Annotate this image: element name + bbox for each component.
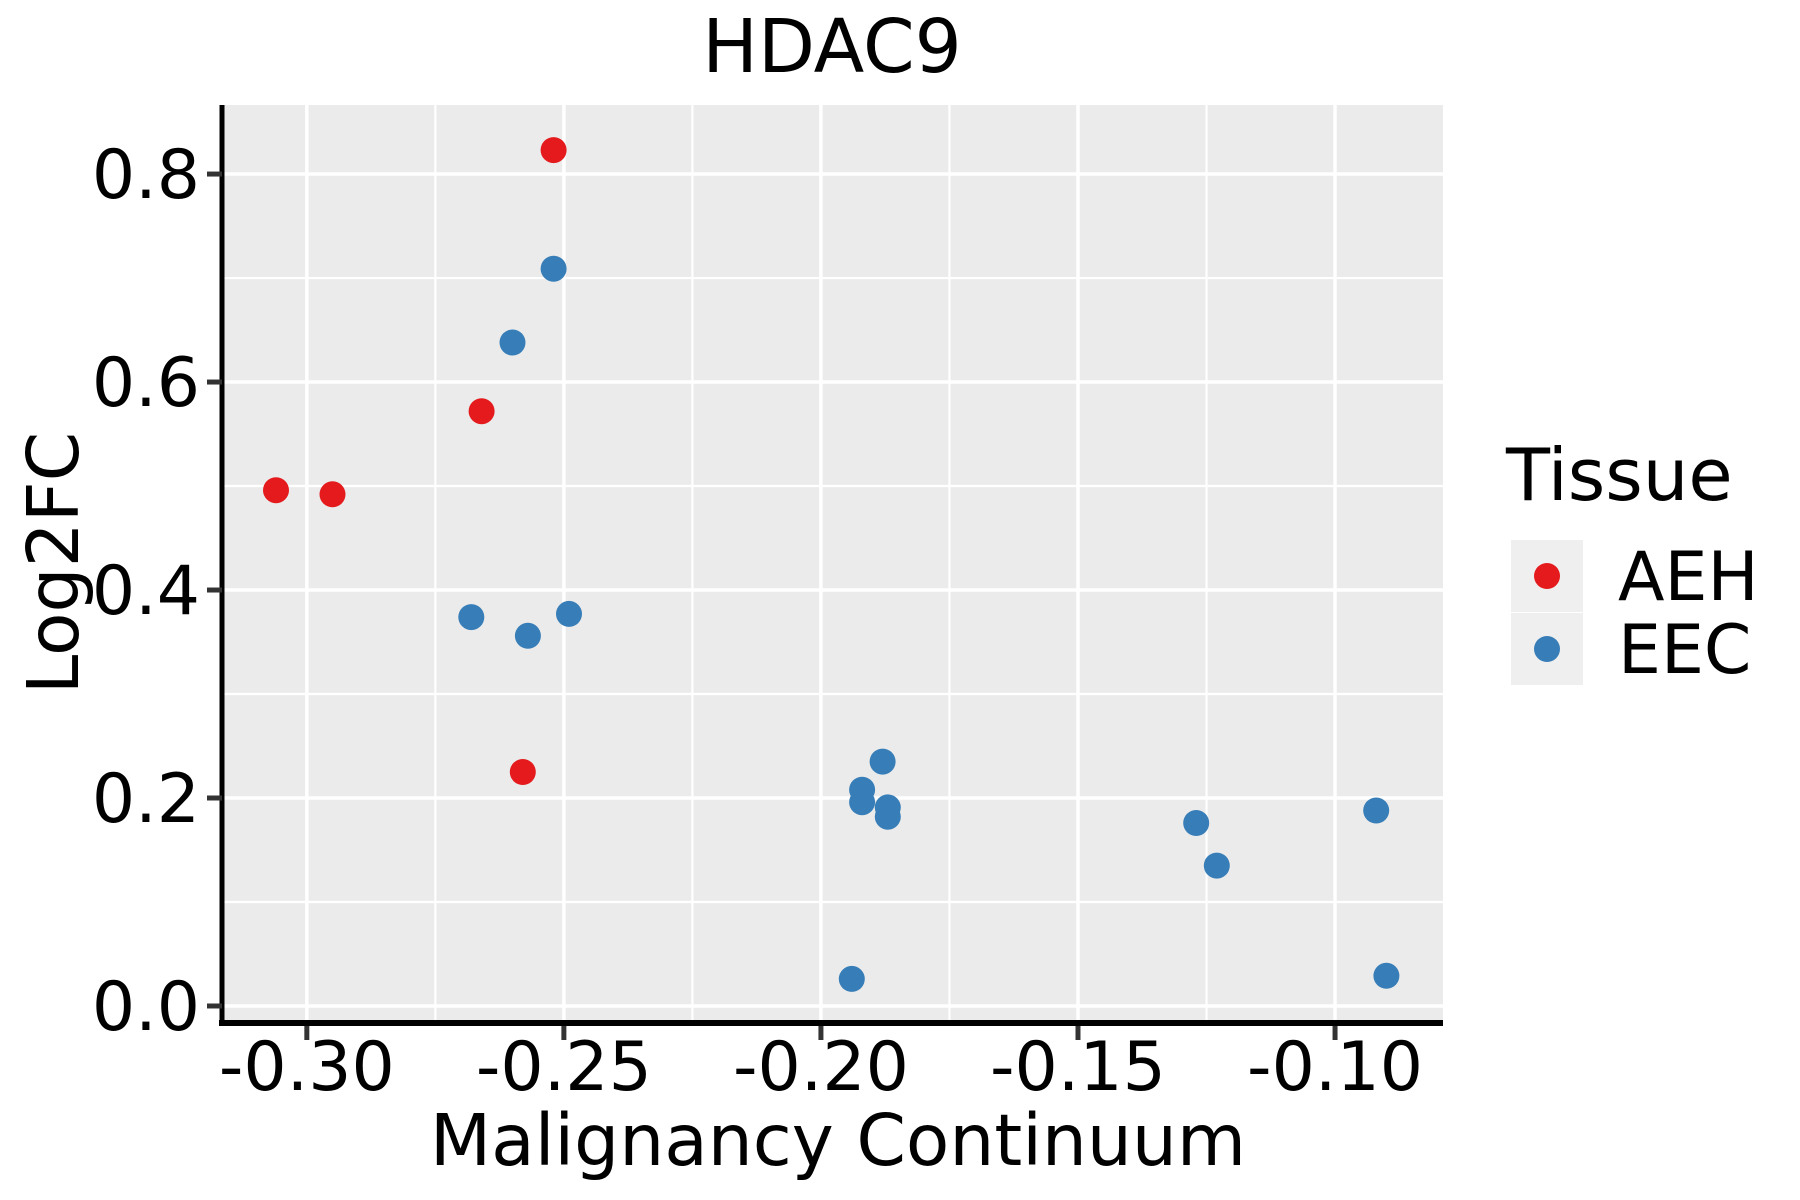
y-axis-title: Log2FC: [12, 432, 95, 694]
y-tick-label: 0.2: [92, 760, 200, 839]
data-point-aeh: [263, 477, 289, 504]
data-point-eec: [1373, 962, 1400, 989]
data-point-eec: [869, 748, 896, 775]
data-point-eec: [514, 622, 541, 649]
data-point-eec: [499, 329, 526, 356]
gridlines: [222, 105, 1443, 1022]
data-point-aeh: [319, 481, 346, 508]
data-point-aeh: [468, 398, 495, 425]
tick-labels: -0.30 -0.25 -0.20 -0.15 -0.10 0.0 0.2 0.4 0.6 0.8: [92, 136, 1423, 1107]
data-point-eec: [849, 789, 876, 816]
data-point-eec: [1203, 852, 1230, 879]
data-points: [263, 137, 1400, 992]
y-tick-label: 0.4: [92, 552, 200, 631]
x-tick-label: -0.25: [476, 1028, 652, 1107]
y-tick-label: 0.8: [92, 136, 200, 215]
data-point-eec: [458, 604, 485, 631]
data-point-eec: [540, 255, 567, 282]
legend-label-aeh: AEH: [1618, 538, 1759, 617]
y-tick-label: 0.6: [92, 344, 200, 423]
data-point-aeh: [540, 137, 567, 164]
data-point-eec: [874, 803, 901, 830]
data-point-eec: [1183, 810, 1210, 836]
y-tick-label: 0.0: [92, 968, 200, 1047]
data-point-aeh: [509, 759, 536, 785]
legend-label-eec: EEC: [1618, 611, 1751, 690]
x-tick-label: -0.20: [733, 1028, 909, 1107]
legend-title: Tissue: [1505, 433, 1733, 517]
data-point-eec: [556, 600, 582, 627]
axes: [207, 105, 1443, 1040]
legend-dot-eec: [1534, 636, 1560, 662]
panel-background: [222, 105, 1443, 1022]
x-tick-label: -0.30: [219, 1028, 395, 1107]
plot-panel: [222, 105, 1443, 1022]
legend-dot-aeh: [1534, 563, 1560, 589]
data-point-eec: [1363, 797, 1390, 824]
x-tick-label: -0.15: [990, 1028, 1166, 1107]
legend: [1511, 540, 1583, 685]
data-point-eec: [838, 965, 865, 992]
x-axis-title: Malignancy Continuum: [430, 1099, 1246, 1182]
x-tick-label: -0.10: [1247, 1028, 1423, 1107]
plot-title: HDAC9: [702, 4, 961, 90]
